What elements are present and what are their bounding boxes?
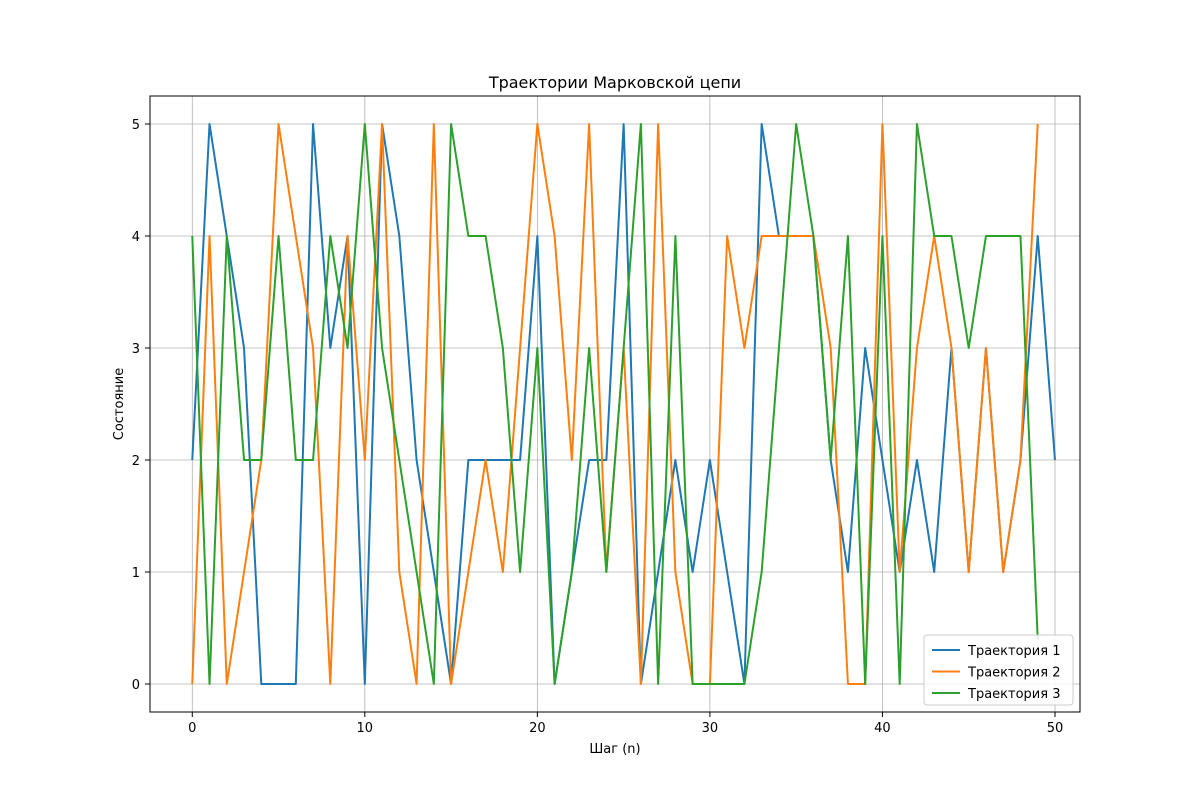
- legend-label-2: Траектория 2: [967, 666, 1060, 681]
- x-tick-label: 30: [702, 721, 719, 736]
- x-tick-label: 50: [1047, 721, 1064, 736]
- y-tick-label: 5: [132, 118, 140, 133]
- legend-label-1: Траектория 1: [967, 644, 1060, 659]
- y-tick-label: 0: [132, 678, 140, 693]
- y-tick-label: 4: [132, 230, 140, 245]
- legend-label-3: Траектория 3: [967, 687, 1060, 702]
- x-tick-label: 20: [529, 721, 546, 736]
- series-line-3: [191, 123, 1039, 685]
- x-tick-label: 40: [874, 721, 891, 736]
- ticks: 0 10 20 30 40 50 0 1 2 3 4 5: [132, 118, 1064, 736]
- y-axis-label: Состояние: [112, 368, 127, 440]
- x-axis-label: Шаг (n): [589, 742, 640, 757]
- y-tick-label: 3: [132, 342, 140, 357]
- legend-box: [923, 634, 1074, 706]
- x-tick-label: 0: [188, 721, 196, 736]
- series-lines: [191, 123, 1056, 685]
- x-tick-label: 10: [357, 721, 374, 736]
- legend: Траектория 1 Траектория 2 Траектория 3: [923, 634, 1074, 706]
- series-line-1: [191, 123, 1056, 685]
- y-tick-label: 1: [132, 566, 140, 581]
- chart-title: Траектории Марковской цепи: [488, 73, 741, 92]
- plot-frame: [149, 95, 1081, 713]
- y-tick-label: 2: [132, 454, 140, 469]
